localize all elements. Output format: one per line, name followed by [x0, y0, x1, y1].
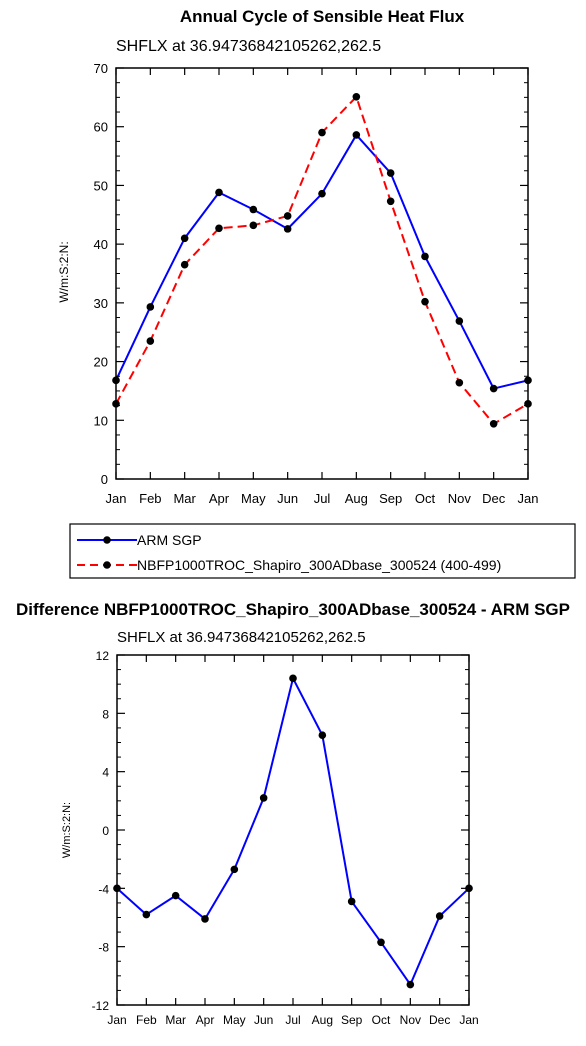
chart1-series-0-point [421, 252, 429, 261]
chart2-x-tick-label: Jul [285, 1013, 300, 1027]
chart2-series-0-point [142, 910, 151, 919]
chart1-y-tick-label: 60 [94, 120, 108, 135]
chart1-x-tick-label: Jan [518, 491, 539, 506]
chart2-series-0-point [347, 897, 356, 906]
chart1-series-1-point [421, 297, 429, 306]
chart1-series-1-point [180, 260, 189, 269]
chart1-series-0-point [318, 189, 326, 198]
chart2-series-0-point [377, 938, 385, 947]
chart1-y-tick-label: 0 [101, 472, 108, 487]
chart1-y-tick-label: 50 [94, 178, 108, 193]
chart1-y-tick-label: 20 [94, 355, 108, 370]
chart1-series-1-point [283, 212, 292, 220]
chart2-series-0-point [259, 794, 268, 802]
chart1-y-tick-label: 30 [94, 296, 108, 311]
chart1-x-tick-label: Dec [482, 491, 506, 506]
chart2-series-0-point [201, 915, 209, 923]
chart2-y-tick-label: 8 [102, 707, 109, 721]
chart1-y-axis-label: W/m:S:2:N: [57, 241, 71, 302]
chart1-series-1-point [455, 378, 464, 387]
chart2-y-tick-label: -12 [92, 999, 110, 1013]
difference-chart: Difference NBFP1000TROC_Shapiro_300ADbas… [16, 600, 570, 1027]
chart1-x-tick-label: Feb [139, 491, 161, 506]
chart2-plot-frame [116, 654, 470, 1006]
legend-marker-arm-sgp [103, 536, 111, 544]
chart2-x-tick-label: Feb [136, 1013, 157, 1027]
chart2-series-0-point [230, 865, 239, 874]
chart2-x-tick-label: Jun [254, 1013, 273, 1027]
chart1-x-tick-label: Jun [277, 491, 298, 506]
chart1-title: Annual Cycle of Sensible Heat Flux [180, 7, 465, 26]
chart1-series-0-point [489, 384, 498, 393]
chart2-y-axis-label: W/m:S:2:N: [61, 802, 73, 858]
chart1-series-1-point [386, 197, 395, 206]
legend-label-model: NBFP1000TROC_Shapiro_300ADbase_300524 (4… [137, 557, 501, 573]
chart2-x-tick-label: Jan [459, 1013, 478, 1027]
chart1-series-1-point [318, 128, 326, 137]
chart1-x-tick-label: Jul [314, 491, 331, 506]
chart1-x-tick-label: Sep [379, 491, 402, 506]
chart1-series-0-point [283, 225, 292, 233]
chart2-series-line-0 [116, 677, 470, 986]
chart1-series-1-point [146, 337, 155, 345]
chart1-y-tick-label: 70 [94, 61, 108, 76]
chart2-x-tick-label: Aug [312, 1013, 333, 1027]
chart1-x-tick-label: Aug [345, 491, 368, 506]
chart1-x-tick-label: Jan [106, 491, 127, 506]
chart2-series-0-point [318, 731, 327, 740]
chart1-y-tick-label: 10 [94, 413, 108, 428]
legend-marker-model [103, 561, 111, 569]
chart2-series-0-point [289, 674, 297, 683]
chart2-y-tick-label: 12 [96, 649, 110, 663]
chart2-x-tick-label: Mar [165, 1013, 186, 1027]
annual-cycle-chart: Annual Cycle of Sensible Heat Flux SHFLX… [57, 7, 538, 506]
chart2-x-tick-label: May [223, 1013, 246, 1027]
chart1-series-1-point [249, 221, 258, 230]
chart2-series-0-point [406, 980, 415, 989]
chart2-y-tick-label: 0 [102, 824, 109, 838]
chart2-x-tick-label: Nov [400, 1013, 421, 1027]
chart2-subtitle: SHFLX at 36.94736842105262,262.5 [117, 629, 366, 646]
chart1-series-0-point [352, 131, 361, 139]
chart1-series-0-point [455, 317, 464, 325]
chart1-series-0-point [146, 303, 155, 311]
legend-label-arm-sgp: ARM SGP [137, 532, 202, 548]
chart1-series-0-point [386, 169, 395, 177]
chart1-x-tick-label: May [241, 491, 266, 506]
chart1-series-1-point [215, 224, 223, 233]
chart1-x-tick-label: Apr [209, 491, 230, 506]
chart1-legend: ARM SGP NBFP1000TROC_Shapiro_300ADbase_3… [69, 523, 576, 579]
chart2-x-tick-label: Sep [341, 1013, 363, 1027]
chart1-x-tick-label: Oct [415, 491, 436, 506]
chart1-y-tick-label: 40 [94, 237, 108, 252]
chart2-y-tick-label: -4 [98, 882, 109, 896]
chart1-x-tick-label: Mar [173, 491, 196, 506]
chart1-series-0-point [180, 234, 189, 243]
chart1-series-line-1 [115, 95, 529, 425]
chart2-x-tick-label: Apr [196, 1013, 215, 1027]
chart2-x-tick-label: Oct [372, 1013, 391, 1027]
chart1-series-0-point [215, 188, 223, 197]
chart2-y-tick-label: -8 [98, 941, 109, 955]
chart1-subtitle: SHFLX at 36.94736842105262,262.5 [116, 38, 381, 55]
chart1-series-1-point [352, 92, 361, 101]
chart1-series-0-point [249, 205, 258, 214]
chart2-series-0-point [171, 891, 180, 900]
legend-box [69, 523, 576, 579]
chart1-series-line-0 [115, 133, 529, 390]
chart2-x-tick-label: Jan [107, 1013, 126, 1027]
chart1-series-1-point [489, 420, 498, 428]
chart2-x-tick-label: Dec [429, 1013, 450, 1027]
chart2-series-0-point [435, 912, 444, 920]
chart2-title: Difference NBFP1000TROC_Shapiro_300ADbas… [16, 600, 570, 619]
chart1-x-tick-label: Nov [448, 491, 472, 506]
chart2-y-tick-label: 4 [102, 766, 109, 780]
